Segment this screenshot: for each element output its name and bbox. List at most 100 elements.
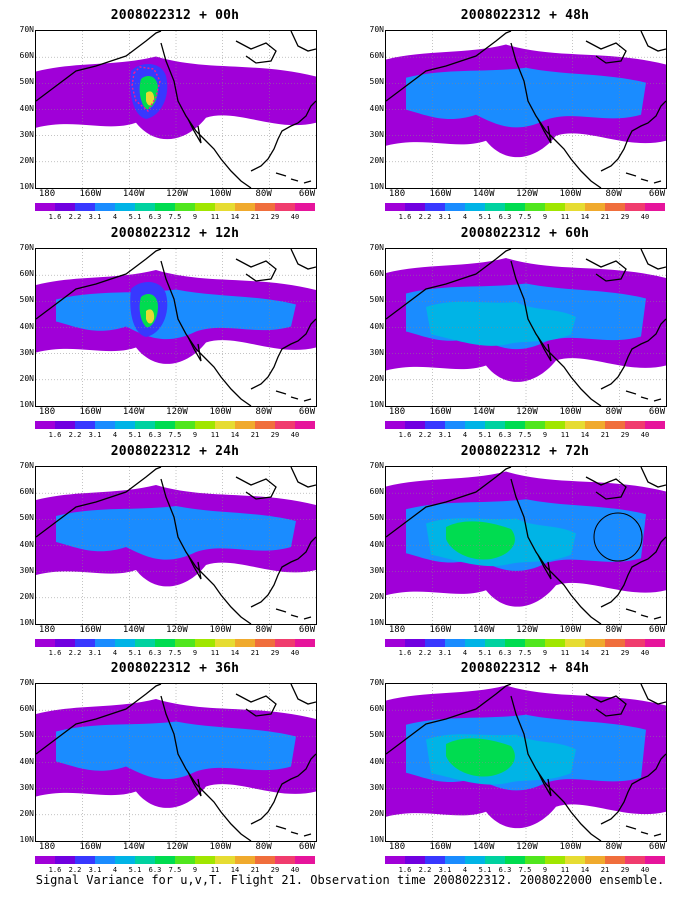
lon-tick-label: 60W xyxy=(648,842,666,852)
colorbar-swatch xyxy=(405,639,425,647)
coastline xyxy=(537,771,552,797)
colorbar-swatch xyxy=(405,203,425,211)
lat-tick-label: 40N xyxy=(369,321,384,331)
colorbar-swatch xyxy=(585,639,605,647)
colorbar-level-label: 4 xyxy=(462,213,468,221)
lon-tick-label: 160W xyxy=(79,407,102,417)
coastline xyxy=(290,31,316,52)
coastline xyxy=(275,390,312,402)
colorbar-swatch xyxy=(75,421,95,429)
colorbar-level-label: 14 xyxy=(230,213,240,221)
colorbar-level-label: 40 xyxy=(290,866,300,874)
colorbar-swatch xyxy=(215,421,235,429)
coastline xyxy=(625,608,662,620)
colorbar-level-label: 14 xyxy=(230,866,240,874)
panel-title: 2008022312 + 72h xyxy=(460,444,590,459)
lon-tick-label: 120W xyxy=(516,189,538,199)
lat-tick-label: 20N xyxy=(19,155,34,165)
lon-tick-label: 140W xyxy=(472,407,495,417)
colorbar xyxy=(385,203,665,211)
lat-tick-label: 10N xyxy=(369,835,384,844)
colorbar-swatch xyxy=(215,639,235,647)
lon-tick-label: 100W xyxy=(559,189,582,199)
colorbar-swatch xyxy=(175,856,195,864)
variance-field xyxy=(36,31,316,188)
coastline xyxy=(250,100,316,172)
colorbar-swatch xyxy=(155,421,175,429)
colorbar-level-label: 6.3 xyxy=(498,866,512,874)
variance-field xyxy=(36,249,316,406)
colorbar-level-label: 9 xyxy=(542,866,548,874)
colorbar-swatch xyxy=(35,856,55,864)
colorbar-swatch xyxy=(275,421,295,429)
lon-tick-label: 80W xyxy=(255,407,272,417)
colorbar-swatch xyxy=(195,639,215,647)
variance-field xyxy=(36,684,316,841)
coastline xyxy=(235,40,277,64)
colorbar xyxy=(385,639,665,647)
lon-tick-label: 160W xyxy=(429,625,452,635)
lon-tick-label: 160W xyxy=(429,189,452,199)
lon-tick-label: 80W xyxy=(255,842,272,852)
colorbar-level-label: 9 xyxy=(542,431,548,439)
colorbar-swatch xyxy=(425,856,445,864)
map-plot-area xyxy=(385,683,667,842)
colorbar-swatch xyxy=(75,856,95,864)
coastline xyxy=(585,476,627,500)
lon-tick-label: 140W xyxy=(122,189,145,199)
coastline xyxy=(585,693,627,717)
colorbar xyxy=(35,203,315,211)
colorbar-swatch xyxy=(135,639,155,647)
panel-title: 2008022312 + 12h xyxy=(110,226,240,241)
colorbar-level-label: 5.1 xyxy=(128,649,142,657)
lon-tick-label: 140W xyxy=(472,842,495,852)
variance-contour-fill xyxy=(426,301,576,346)
colorbar-level-label: 11 xyxy=(210,866,220,874)
coastline xyxy=(290,684,316,705)
colorbar-swatch xyxy=(385,421,405,429)
coastline xyxy=(510,695,602,841)
colorbar-swatch xyxy=(525,421,545,429)
coastline xyxy=(585,258,627,282)
lat-tick-label: 30N xyxy=(19,782,34,792)
colorbar-swatch xyxy=(215,203,235,211)
lon-tick-label: 120W xyxy=(166,407,188,417)
lon-tick-label: 100W xyxy=(559,625,582,635)
coastline xyxy=(386,31,512,102)
lat-tick-label: 50N xyxy=(369,513,384,523)
target-region-circle xyxy=(593,512,643,562)
colorbar-level-label: 3.1 xyxy=(88,213,102,221)
colorbar-swatch xyxy=(115,203,135,211)
colorbar-level-label: 29 xyxy=(270,213,280,221)
colorbar-swatch xyxy=(645,203,665,211)
colorbar-level-label: 21 xyxy=(600,649,610,657)
lat-tick-label: 30N xyxy=(19,565,34,575)
colorbar-swatch xyxy=(135,203,155,211)
lat-tick-label: 50N xyxy=(369,77,384,87)
coastline xyxy=(625,390,662,402)
colorbar-level-label: 2.2 xyxy=(418,649,432,657)
lon-tick-label: 140W xyxy=(122,842,145,852)
lon-tick-label: 140W xyxy=(122,407,145,417)
colorbar-level-label: 9 xyxy=(542,649,548,657)
coastline xyxy=(386,467,512,538)
colorbar-swatch xyxy=(115,856,135,864)
lat-tick-label: 50N xyxy=(19,513,34,523)
coastline xyxy=(640,684,666,705)
colorbar-level-label: 1.6 xyxy=(398,431,412,439)
colorbar-level-label: 6.3 xyxy=(148,213,162,221)
lat-tick-label: 50N xyxy=(369,295,384,305)
colorbar-swatch xyxy=(135,421,155,429)
colorbar-swatch xyxy=(75,639,95,647)
colorbar-level-label: 4 xyxy=(112,649,118,657)
colorbar-swatch xyxy=(255,203,275,211)
lon-tick-label: 140W xyxy=(472,189,495,199)
coastline xyxy=(625,172,662,184)
colorbar-level-label: 7.5 xyxy=(168,866,182,874)
lat-tick-label: 10N xyxy=(369,618,384,627)
colorbar-swatch xyxy=(175,203,195,211)
colorbar-swatch xyxy=(425,639,445,647)
colorbar-swatch xyxy=(545,856,565,864)
lat-tick-label: 20N xyxy=(369,155,384,165)
colorbar-swatch xyxy=(195,421,215,429)
